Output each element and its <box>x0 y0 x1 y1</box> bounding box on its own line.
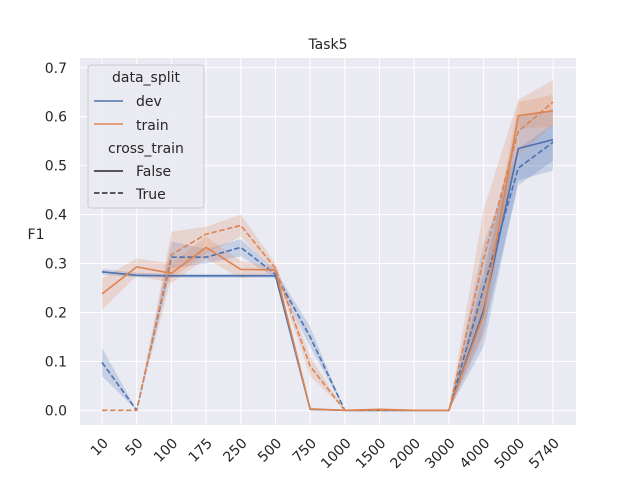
y-axis-label: F1 <box>28 227 45 243</box>
y-axis-ticks: 0.0 0.1 0.2 0.3 0.4 0.5 0.6 0.7 <box>45 61 67 420</box>
legend-style-title: cross_train <box>108 141 184 157</box>
y-tick-label: 0.4 <box>45 208 67 224</box>
legend-entry-false: False <box>136 164 171 180</box>
y-tick-label: 0.0 <box>45 403 67 419</box>
line-train-false <box>101 110 554 412</box>
line-train-true <box>102 101 554 412</box>
confidence-bands <box>102 80 553 411</box>
y-tick-label: 0.7 <box>45 61 67 77</box>
legend-entry-dev: dev <box>136 94 162 110</box>
y-tick-label: 0.6 <box>45 110 67 126</box>
legend-entry-train: train <box>136 118 169 134</box>
legend-entry-true: True <box>135 187 166 203</box>
y-tick-label: 0.5 <box>45 159 67 175</box>
legend-hue-title: data_split <box>112 70 180 86</box>
band-train-true <box>102 80 553 411</box>
y-tick-label: 0.2 <box>45 305 67 321</box>
y-tick-label: 0.1 <box>45 354 67 370</box>
y-tick-label: 0.3 <box>45 257 67 273</box>
chart-title: Task5 <box>307 37 347 53</box>
line-dev-true <box>101 141 554 412</box>
band-train-false <box>102 94 553 411</box>
legend: data_split dev train cross_train False T… <box>87 64 205 209</box>
series-lines <box>101 101 554 412</box>
